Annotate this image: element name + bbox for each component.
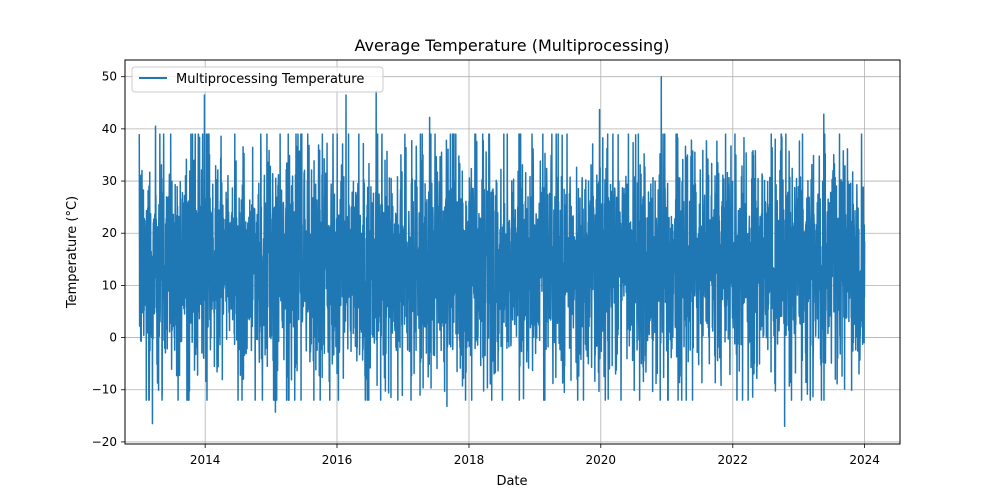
x-tick-label: 2022 [718,453,749,467]
y-tick-label: 20 [102,226,117,240]
x-tick-label: 2018 [454,453,485,467]
y-tick-label: 50 [102,70,117,84]
y-tick-label: −10 [92,383,117,397]
y-axis-ticks: −20 −10 0 10 20 30 40 50 [92,70,125,449]
axes-frame [124,59,901,445]
y-tick-label: 0 [109,331,117,345]
legend-label: Multiprocessing Temperature [176,72,364,87]
x-axis-ticks: 2014 2016 2018 2020 2022 2024 [190,444,880,467]
legend-box [131,66,384,93]
y-axis-label: Temperature (°C) [65,196,80,309]
y-tick-label: 40 [102,122,117,136]
x-tick-label: 2016 [322,453,353,467]
x-tick-label: 2020 [586,453,617,467]
y-tick-label: 10 [102,278,117,292]
y-tick-label: 30 [102,174,117,188]
series-layer [138,75,866,428]
x-tick-label: 2014 [190,453,221,467]
x-axis-label: Date [496,474,527,489]
series-line-multiprocessing-temperature [138,75,866,428]
chart-title: Average Temperature (Multiprocessing) [354,36,669,55]
legend: Multiprocessing Temperature [131,66,384,93]
y-tick-label: −20 [92,435,117,449]
x-tick-label: 2024 [849,453,880,467]
